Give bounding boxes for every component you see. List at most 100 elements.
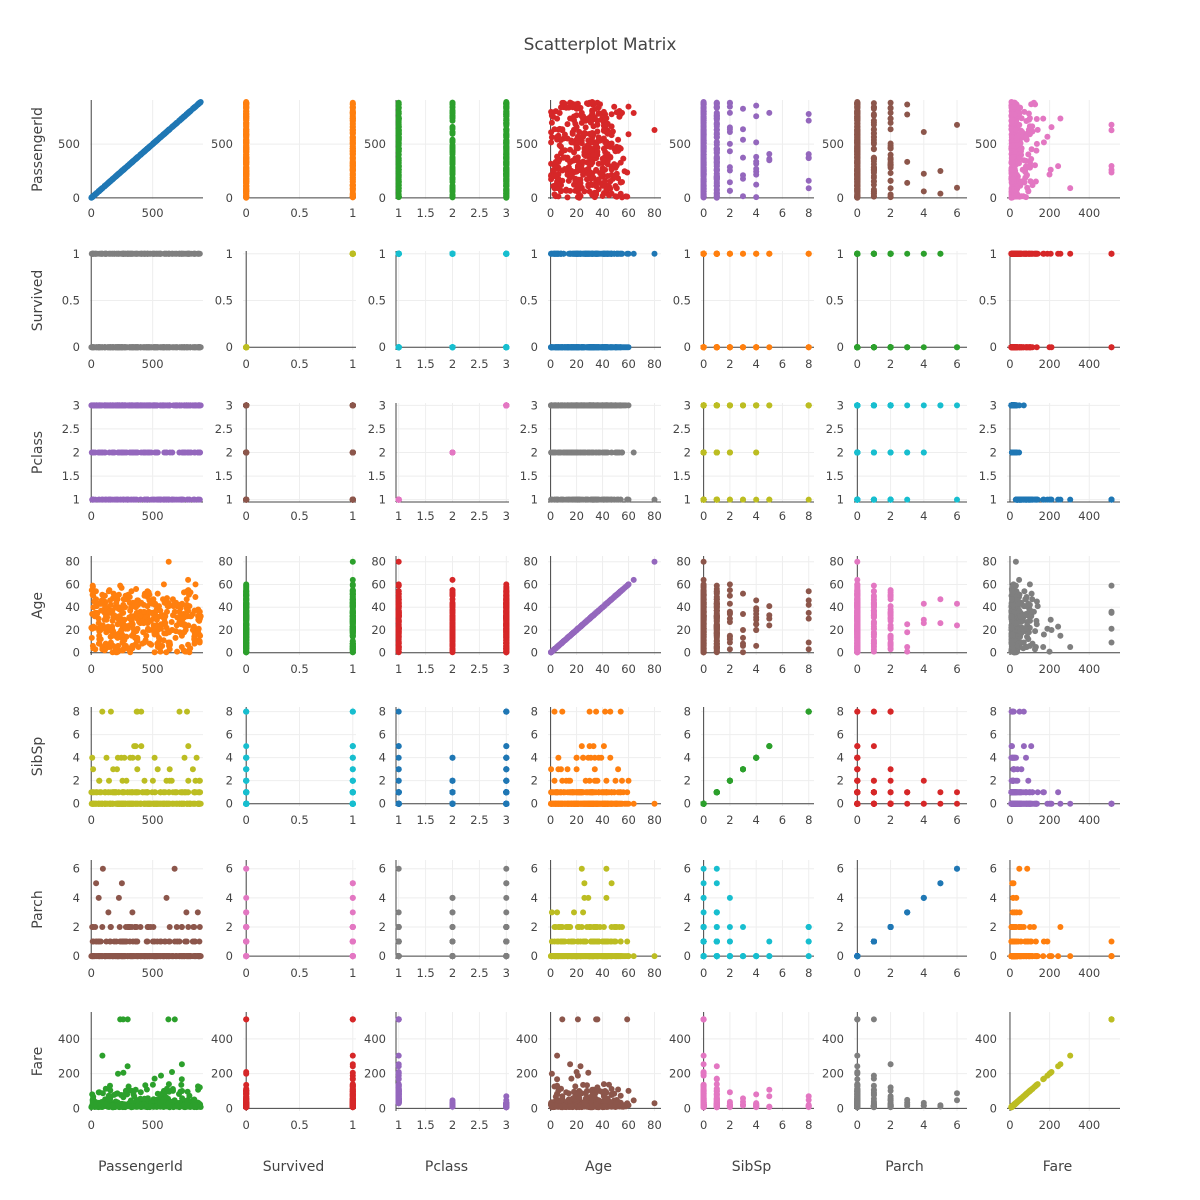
scatter-point xyxy=(503,99,510,105)
x-tick-label: 6 xyxy=(779,206,786,220)
scatter-point xyxy=(603,141,610,148)
scatter-point xyxy=(548,139,555,146)
scatter-point xyxy=(584,176,590,183)
scatter-point xyxy=(1034,126,1041,133)
scatter-point xyxy=(600,157,607,164)
scatter-point xyxy=(591,105,598,112)
scatter-point xyxy=(589,344,596,351)
scatter-point xyxy=(503,121,510,128)
y-tick-label: 0 xyxy=(837,191,844,205)
scatter-point xyxy=(607,185,614,192)
x-tick-label: 0 xyxy=(88,206,95,220)
scatter-point xyxy=(552,158,559,165)
scatter-point xyxy=(1015,104,1022,111)
scatter-point xyxy=(854,194,861,201)
scatter-point xyxy=(563,187,570,194)
scatter-point xyxy=(107,344,114,351)
scatter-point xyxy=(608,140,615,147)
x-tick-label: 40 xyxy=(595,357,610,371)
scatter-point xyxy=(1032,101,1039,108)
scatter-point xyxy=(163,344,170,351)
scatter-point xyxy=(564,194,571,201)
scatter-point xyxy=(1057,115,1064,122)
scatter-point xyxy=(713,103,720,110)
scatter-point xyxy=(887,170,894,176)
scatter-point xyxy=(594,148,601,155)
scatter-point xyxy=(349,158,356,165)
x-tick-label: 500 xyxy=(142,206,164,220)
scatter-point xyxy=(617,190,624,197)
scatter-point xyxy=(95,188,102,195)
scatter-point xyxy=(449,167,456,174)
scatter-point xyxy=(595,110,602,117)
scatter-point xyxy=(753,102,760,109)
scatter-point xyxy=(766,157,773,164)
scatter-point xyxy=(805,177,812,184)
scatter-point xyxy=(559,177,566,184)
scatter-point xyxy=(920,129,927,135)
scatter-point xyxy=(503,158,510,165)
scatter-point xyxy=(593,166,600,173)
scatter-point xyxy=(395,179,402,186)
scatter-point xyxy=(1025,151,1032,158)
y-tick-label: 0 xyxy=(684,191,691,205)
scatter-point xyxy=(617,159,624,166)
scatter-point xyxy=(604,173,611,179)
y-tick-label: 0.5 xyxy=(215,294,233,308)
scatter-point xyxy=(1055,163,1062,170)
scatter-point xyxy=(449,142,456,149)
scatter-point xyxy=(600,108,607,115)
scatter-point xyxy=(243,158,250,165)
scatter-point xyxy=(726,148,733,155)
scatter-point xyxy=(1040,139,1047,146)
scatter-point xyxy=(594,121,601,128)
scatter-point xyxy=(753,344,760,351)
scatter-point xyxy=(608,344,615,351)
scatter-point xyxy=(870,134,877,141)
scatter-point xyxy=(564,121,571,128)
scatter-point xyxy=(904,179,911,186)
scatter-point xyxy=(586,250,593,257)
scatter-point xyxy=(243,103,250,110)
scatter-point xyxy=(584,142,590,149)
scatter-point xyxy=(582,124,589,131)
chart-title: Scatterplot Matrix xyxy=(524,35,677,55)
scatter-point xyxy=(1023,157,1029,164)
x-tick-label: 60 xyxy=(621,357,636,371)
scatter-point xyxy=(805,185,812,192)
scatter-point xyxy=(556,142,563,149)
x-tick-label: 2 xyxy=(887,206,894,220)
scatter-point xyxy=(1033,116,1040,122)
scatter-point xyxy=(589,99,596,105)
scatter-point xyxy=(726,179,733,186)
scatter-point xyxy=(561,166,568,172)
scatter-point xyxy=(550,183,557,190)
scatter-point xyxy=(887,191,894,198)
scatter-point xyxy=(740,126,746,133)
scatter-point xyxy=(183,344,190,351)
scatter-point xyxy=(1029,182,1036,189)
scatter-point xyxy=(157,250,164,257)
scatter-point xyxy=(1021,108,1028,115)
scatter-point xyxy=(608,111,615,118)
scatter-point xyxy=(120,166,127,173)
scatter-point xyxy=(630,250,637,257)
scatter-point xyxy=(186,250,192,257)
scatter-point xyxy=(612,193,619,200)
y-tick-label: 500 xyxy=(975,137,997,151)
scatter-point xyxy=(603,121,610,128)
scatter-point xyxy=(651,127,658,133)
scatter-point xyxy=(1047,166,1054,173)
scatter-point xyxy=(552,173,559,180)
scatter-point xyxy=(616,344,623,351)
scatter-point xyxy=(171,250,178,257)
scatter-point xyxy=(887,177,894,184)
scatter-point xyxy=(607,178,614,185)
scatter-point xyxy=(1108,121,1115,128)
scatter-point xyxy=(1008,99,1015,105)
x-tick-label: 20 xyxy=(569,357,584,371)
x-tick-label: 3 xyxy=(503,206,510,220)
scatter-point xyxy=(449,108,456,115)
